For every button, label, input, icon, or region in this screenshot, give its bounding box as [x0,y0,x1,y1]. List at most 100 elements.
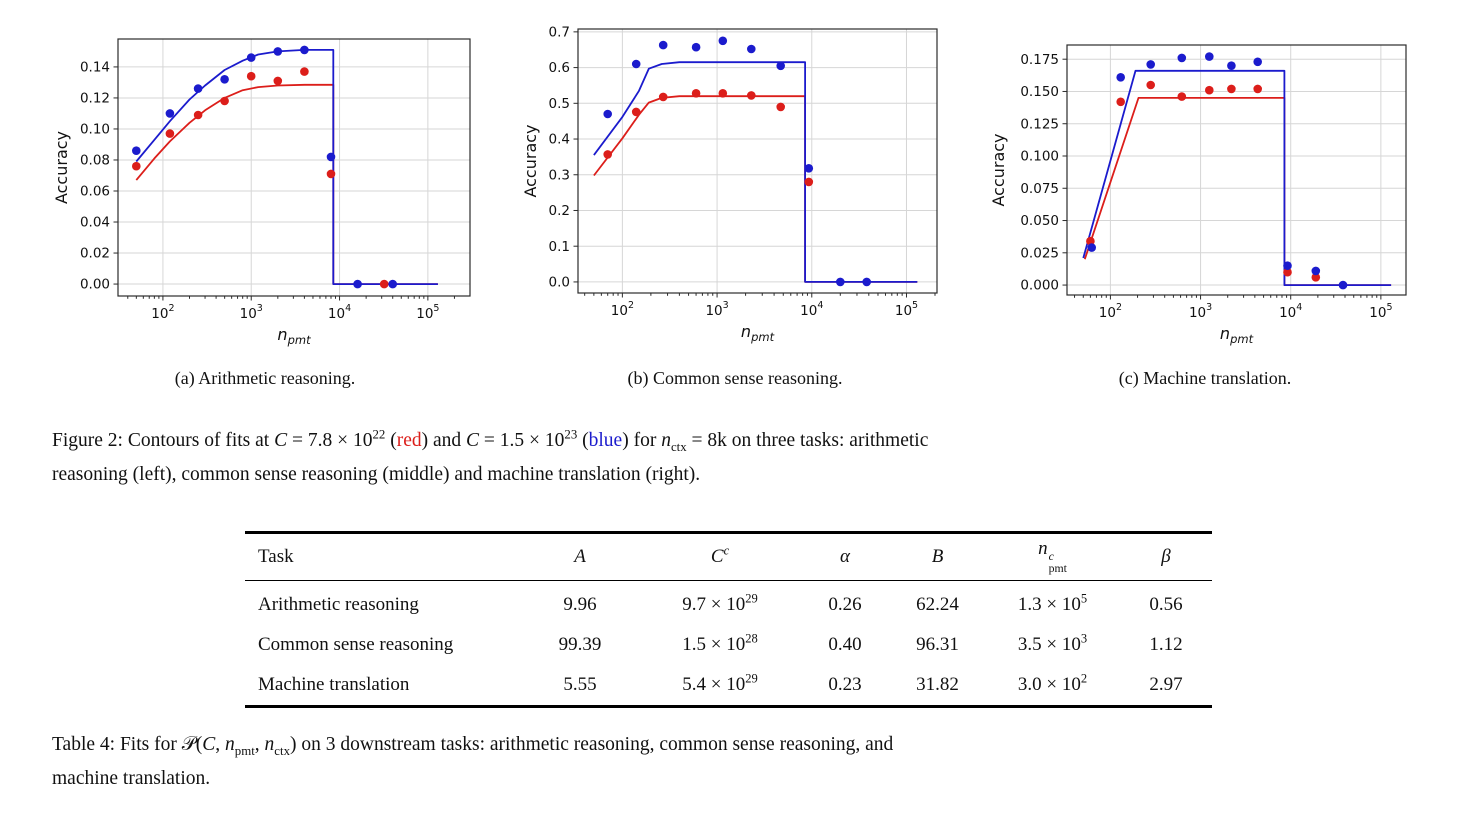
svg-text:103: 103 [705,300,728,319]
svg-text:0.000: 0.000 [1020,278,1059,294]
svg-text:0.175: 0.175 [1020,52,1059,68]
table-cell: 62.24 [916,594,959,615]
plot-spines [577,28,938,294]
scatter-blue [132,45,398,289]
y-axis-label: Accuracy [989,133,1008,206]
scatter-red [1086,80,1321,282]
table-caption: Table 4: Fits for 𝒫(C, npmt, nctx) on 3 … [52,728,1427,796]
table-cell: 2.97 [1149,674,1183,695]
svg-text:0.7: 0.7 [549,24,570,40]
y-tick-labels: 0.000 0.025 0.050 0.075 0.100 0.125 0.150 0.175 [1020,52,1059,294]
svg-text:102: 102 [611,300,634,319]
figure-caption: Figure 2: Contours of fits at C = 7.8 × … [52,424,1427,492]
table-cell: 3.0 × 102 [1017,671,1088,695]
svg-text:0.06: 0.06 [80,184,110,200]
svg-text:0.050: 0.050 [1020,213,1059,229]
svg-text:104: 104 [800,300,823,319]
plot-spines [1066,44,1407,296]
table-caption-line1: Table 4: Fits for 𝒫(C, npmt, nctx) on 3 … [52,734,894,758]
scatter-blue [603,36,871,287]
plot-spines [117,38,471,297]
y-axis-label: Accuracy [52,131,71,204]
scatter-blue [1087,52,1348,290]
x-axis-label: npmt [741,322,775,344]
svg-text:0.075: 0.075 [1020,181,1059,197]
svg-text:0.14: 0.14 [80,60,110,76]
svg-text:0.150: 0.150 [1020,84,1059,100]
subcaption-b: (b) Common sense reasoning. [627,368,843,388]
axis-ticks [573,31,936,298]
subcaption-c: (c) Machine translation. [1118,368,1292,388]
x-tick-labels: 102 103 104 105 [611,300,918,319]
table-cell: Common sense reasoning [258,634,454,655]
svg-text:0.025: 0.025 [1020,245,1059,261]
subcaption-a: (a) Arithmetic reasoning. [174,368,356,388]
table-row: Machine translation 5.55 5.4 × 1029 0.23 31.… [245,665,1212,707]
svg-text:0.00: 0.00 [80,277,110,293]
svg-text:0.10: 0.10 [80,122,110,138]
table-row: Common sense reasoning 99.39 1.5 × 1028 0.4… [245,625,1212,665]
table-cell: 0.40 [828,634,862,655]
svg-text:103: 103 [1189,302,1212,321]
table-cell: Arithmetic reasoning [258,594,419,615]
svg-text:0.12: 0.12 [80,91,110,107]
chart-common-sense-reasoning: 102 103 104 105 0.0 0.1 0.2 0.3 0.4 0.5 0.6 0.7 Accu… [490,0,970,352]
svg-text:0.100: 0.100 [1020,149,1059,165]
fit-line-blue [1082,69,1392,287]
svg-text:102: 102 [151,303,174,322]
figure-caption-line2: reasoning (left), common sense reasoning… [52,464,701,485]
table-cell: 9.7 × 1029 [682,591,758,615]
table-cell: 31.82 [916,674,959,695]
figure-caption-line1: Figure 2: Contours of fits at C = 7.8 × … [52,427,929,454]
table-cell: 0.26 [828,594,862,615]
table-cell: 1.3 × 105 [1017,591,1088,615]
table-cell: 1.5 × 1028 [682,631,758,655]
table-cell: 1.12 [1149,634,1183,655]
fit-line-red [1083,97,1392,287]
plot-svg: 102 103 104 105 0.00 0.02 0.04 0.06 0.08 0.10 0.12… [52,38,471,347]
fit-table-header: Task [258,546,294,567]
fit-line-red [135,83,438,286]
series [132,45,438,289]
scatter-red [132,67,389,289]
svg-text:0.08: 0.08 [80,153,110,169]
grid [578,29,937,293]
axis-ticks [113,66,455,301]
svg-text:105: 105 [1369,302,1392,321]
fit-table-header: A [574,546,586,567]
x-axis-label: npmt [1220,324,1254,346]
plot-svg: 102 103 104 105 0.000 0.025 0.050 0.075 0.100 0.1… [989,44,1407,346]
x-tick-labels: 102 103 104 105 [151,303,439,322]
fit-line-blue [135,49,438,286]
svg-text:0.02: 0.02 [80,246,110,262]
series [1082,52,1392,290]
table-cell: 5.4 × 1029 [682,671,758,695]
svg-text:0.1: 0.1 [549,239,570,255]
fit-table-header: B [931,546,944,567]
table-caption-line2: machine translation. [52,768,211,789]
table-cell: 9.96 [563,594,597,615]
svg-text:105: 105 [895,300,918,319]
svg-text:0.0: 0.0 [549,275,570,291]
chart-machine-translation: 102 103 104 105 0.000 0.025 0.050 0.075 0.100 0.1… [970,0,1461,352]
svg-text:102: 102 [1099,302,1122,321]
svg-text:103: 103 [240,303,263,322]
scatter-red [603,89,814,187]
svg-text:104: 104 [1279,302,1302,321]
series [593,36,918,287]
svg-text:0.3: 0.3 [549,167,570,183]
grid [118,39,470,296]
y-tick-labels: 0.00 0.02 0.04 0.06 0.08 0.10 0.12 0.14 [80,60,110,293]
x-axis-label: npmt [277,325,311,347]
table-cell: 99.39 [558,634,602,655]
chart-arithmetic-reasoning: 102 103 104 105 0.00 0.02 0.04 0.06 0.08 0.10 0.12… [0,0,490,352]
grid [1067,45,1406,295]
svg-text:0.4: 0.4 [549,132,570,148]
fit-line-blue [593,61,918,283]
table-cell: 3.5 × 103 [1017,631,1088,655]
table-cell: 0.23 [828,674,862,695]
svg-text:0.2: 0.2 [549,203,570,219]
